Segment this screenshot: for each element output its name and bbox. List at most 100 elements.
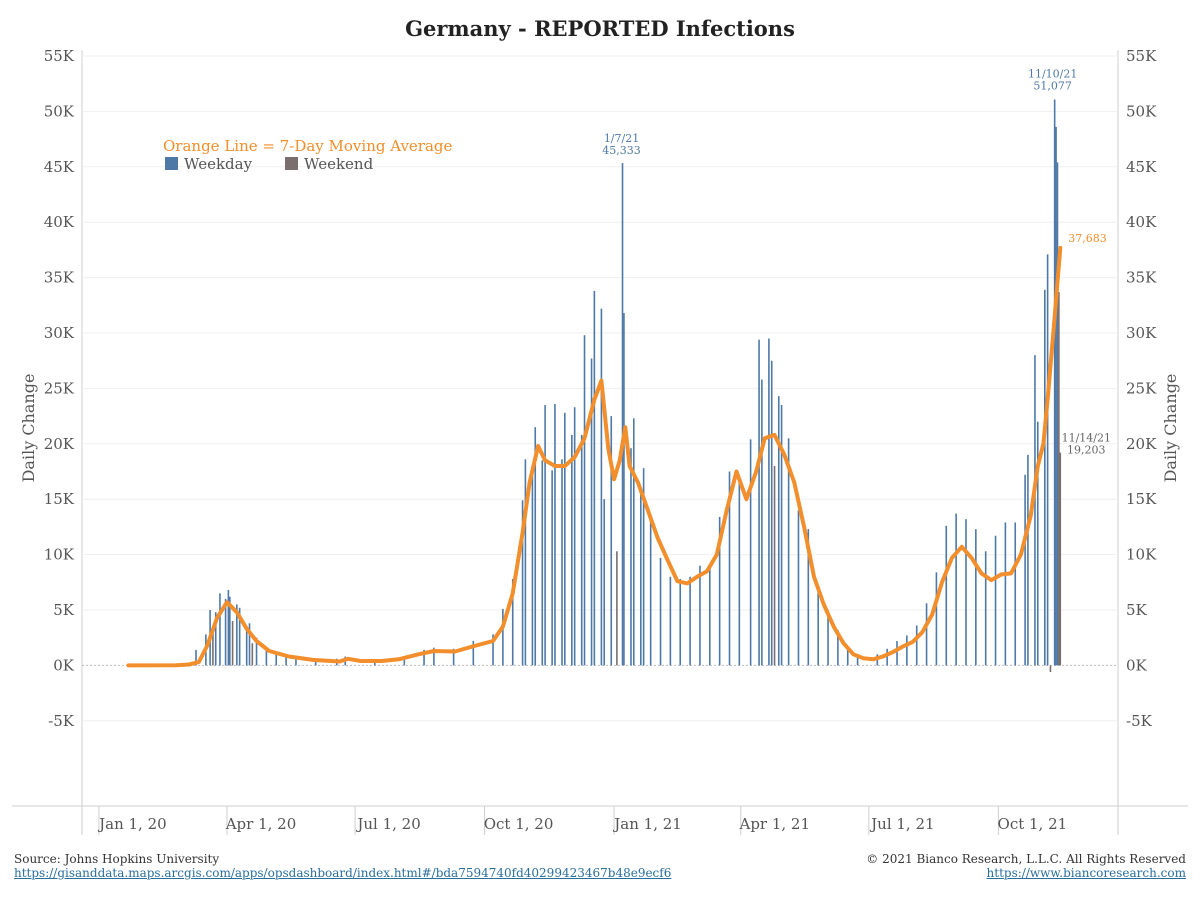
weekday-bar [642, 468, 645, 666]
weekday-bar [245, 626, 248, 666]
weekday-bar [564, 412, 566, 666]
y-axis-title-right: Daily Change [1161, 374, 1180, 483]
y-tick-label-right: 50K [1126, 102, 1157, 120]
weekday-bar [621, 163, 624, 666]
weekday-bar [219, 593, 221, 666]
y-tick-label-left: 55K [44, 47, 75, 65]
weekday-bar [433, 647, 435, 666]
weekday-bar [649, 519, 652, 666]
weekday-bar [580, 434, 583, 666]
page-title: Germany - REPORTED Infections [405, 16, 795, 41]
weekday-bar [640, 488, 642, 666]
weekday-bar [554, 403, 556, 666]
y-tick-label-left: 35K [44, 269, 75, 287]
weekday-bar [856, 655, 859, 666]
copyright-label: © 2021 Bianco Research, L.L.C. All Right… [866, 852, 1186, 866]
weekday-bar [1046, 254, 1049, 666]
annotation-label: 11/14/21 [1062, 432, 1111, 445]
y-tick-label-right: 30K [1126, 324, 1157, 342]
x-tick-label: Apr 1, 20 [225, 815, 297, 833]
weekday-bar [965, 519, 967, 666]
weekday-bar [1044, 289, 1046, 666]
weekday-bar [583, 335, 586, 666]
weekday-bar [827, 610, 829, 666]
website-link[interactable]: https://www.biancoresearch.com [986, 866, 1186, 880]
weekend-bar [1059, 452, 1062, 666]
y-tick-label-right: 10K [1126, 546, 1157, 564]
source-link[interactable]: https://gisanddata.maps.arcgis.com/apps/… [14, 866, 672, 880]
weekend-bar [616, 551, 618, 666]
y-tick-label-right: 15K [1126, 490, 1157, 508]
y-axis-title-left: Daily Change [19, 374, 38, 483]
weekday-bar [758, 339, 760, 666]
legend-weekend-swatch [285, 157, 298, 170]
weekday-bar [768, 338, 770, 666]
y-tick-label-left: 15K [44, 490, 75, 508]
moving-average-line [126, 245, 1063, 668]
weekday-bar [403, 656, 406, 666]
weekday-bar [236, 604, 238, 666]
weekday-bar [659, 557, 662, 666]
weekday-bar [935, 572, 938, 666]
weekday-bar [227, 590, 230, 666]
weekend-bar [231, 621, 234, 666]
weekday-bar [255, 637, 258, 666]
weekday-bar [906, 635, 908, 666]
source-label: Source: Johns Hopkins University [14, 852, 220, 866]
legend-weekday-label: Weekday [184, 155, 253, 173]
weekend-bar [1058, 292, 1060, 666]
weekday-bar [423, 649, 425, 666]
weekday-bar [502, 608, 504, 666]
weekday-bar [689, 576, 691, 666]
x-tick-label: Oct 1, 21 [998, 815, 1068, 833]
y-tick-label-right: 25K [1126, 379, 1157, 397]
y-tick-label-right: 55K [1126, 47, 1157, 65]
weekday-bar [780, 405, 783, 666]
x-tick-label: Apr 1, 21 [738, 815, 810, 833]
weekday-bar [195, 649, 197, 666]
weekday-bar [492, 634, 494, 666]
weekday-bar [1056, 162, 1059, 666]
weekday-bar [511, 578, 514, 666]
weekday-bar [373, 660, 376, 666]
weekday-bar [984, 551, 987, 666]
y-tick-label-left: 10K [44, 546, 75, 564]
weekday-bar [1055, 126, 1057, 666]
weekday-bar [452, 648, 455, 666]
weekday-bar [728, 471, 731, 666]
weekday-bar [472, 641, 475, 666]
weekday-bar [265, 647, 268, 666]
weekday-bar [603, 499, 606, 666]
y-tick-label-left: -5K [48, 712, 75, 730]
x-tick-label: Oct 1, 20 [484, 815, 554, 833]
y-tick-label-right: -5K [1126, 712, 1153, 730]
weekday-bar [945, 525, 948, 666]
weekday-bar [777, 396, 780, 666]
weekday-bar [228, 596, 231, 666]
x-tick-label: Jul 1, 20 [355, 815, 420, 833]
legend-moving-average-note: Orange Line = 7-Day Moving Average [163, 137, 453, 155]
weekday-bar [708, 564, 711, 666]
y-tick-label-left: 25K [44, 379, 75, 397]
weekday-bar [1004, 522, 1007, 666]
annotation-label: 11/10/21 [1028, 67, 1077, 80]
weekday-bar [314, 660, 317, 666]
weekday-bar [521, 500, 524, 666]
legend-weekend-label: Weekend [304, 155, 374, 173]
weekday-bar [994, 535, 997, 666]
weekend-bar [773, 465, 776, 666]
y-tick-label-right: 45K [1126, 158, 1157, 176]
y-tick-label-left: 20K [44, 435, 75, 453]
legend-weekday-swatch [165, 157, 178, 170]
y-tick-label-left: 30K [44, 324, 75, 342]
y-tick-label-right: 20K [1126, 435, 1157, 453]
weekday-bar [955, 513, 957, 666]
weekday-bar [770, 360, 773, 666]
annotation-label: 37,683 [1068, 232, 1107, 245]
weekday-bar [797, 510, 800, 666]
weekday-bar [846, 648, 849, 666]
weekday-bar [817, 590, 819, 666]
x-tick-label: Jan 1, 21 [612, 815, 682, 833]
weekday-bar [837, 629, 839, 666]
